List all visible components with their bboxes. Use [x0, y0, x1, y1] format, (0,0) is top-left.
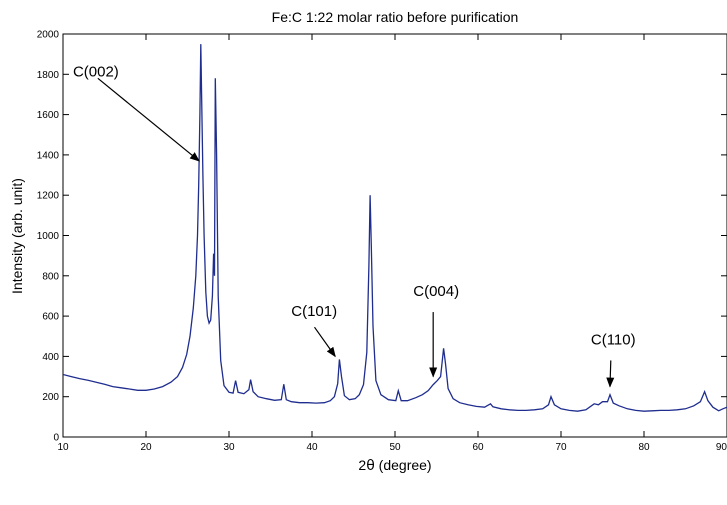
y-tick-label: 1400 — [37, 150, 60, 161]
x-tick-label: 70 — [555, 442, 567, 453]
x-axis-label-rest: (degree) — [375, 457, 432, 473]
y-tick-label: 1000 — [37, 231, 60, 242]
y-tick-label: 2000 — [37, 30, 60, 41]
annotation-label: C(101) — [291, 303, 337, 320]
x-axis-label-main: 2 — [358, 457, 366, 473]
annotation-label: C(002) — [73, 63, 119, 80]
y-tick-label: 0 — [53, 433, 59, 444]
x-tick-label: 20 — [140, 442, 152, 453]
y-tick-label: 600 — [42, 312, 59, 323]
y-tick-label: 200 — [42, 392, 59, 403]
plot-area — [62, 33, 727, 438]
y-tick-label: 1200 — [37, 191, 60, 202]
annotations: C(002) C(101) C(004) C(110) — [73, 63, 636, 388]
x-tick-label: 40 — [306, 442, 318, 453]
annotation-label: C(004) — [413, 283, 459, 300]
annotation-arrow — [97, 77, 200, 162]
y-tick-label: 800 — [42, 271, 59, 282]
x-tick-label: 10 — [57, 442, 69, 453]
x-tick-label: 90 — [716, 442, 727, 453]
chart-title: Fe:C 1:22 molar ratio before purificatio… — [272, 9, 519, 25]
x-tick-label: 30 — [223, 442, 235, 453]
series-line — [63, 44, 727, 412]
y-axis-label: Intensity (arb. unit) — [9, 178, 25, 294]
y-axis: 0 200 400 600 800 1000 1200 1400 1600 1800 2000 — [37, 30, 727, 444]
annotation-arrow — [606, 360, 615, 388]
x-axis-label: 2θ (degree) — [358, 457, 431, 474]
annotation-label: C(110) — [591, 331, 636, 348]
x-axis-label-symbol: θ — [366, 458, 375, 474]
x-tick-label: 50 — [389, 442, 401, 453]
annotation-arrow — [314, 326, 336, 358]
x-tick-label: 60 — [472, 442, 484, 453]
x-tick-label: 80 — [638, 442, 650, 453]
y-tick-label: 1600 — [37, 110, 60, 121]
y-tick-label: 400 — [42, 352, 59, 363]
y-tick-label: 1800 — [37, 70, 60, 81]
x-axis: 10 20 30 40 50 60 70 80 90 — [57, 34, 727, 453]
